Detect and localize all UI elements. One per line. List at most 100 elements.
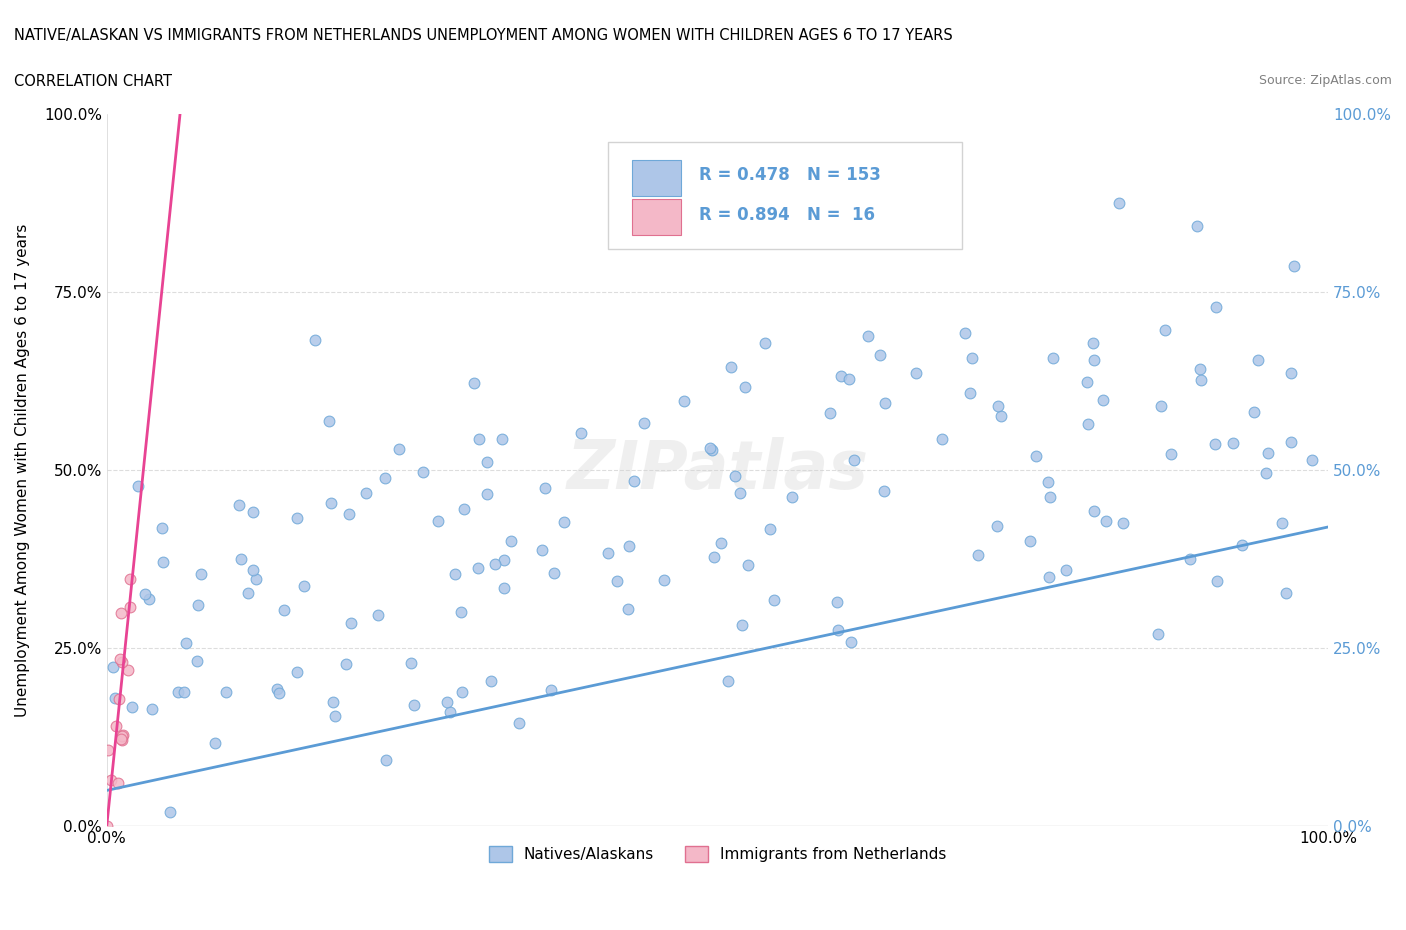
Point: [266, 682, 288, 697]
Point: [724, 468, 747, 483]
Point: [468, 432, 491, 446]
Point: [617, 538, 640, 553]
Point: [118, 600, 141, 615]
Point: [1077, 417, 1099, 432]
Point: [703, 550, 725, 565]
Point: [127, 479, 149, 494]
Point: [1254, 466, 1277, 481]
Point: [138, 592, 160, 607]
Point: [1279, 365, 1302, 380]
Point: [1257, 445, 1279, 460]
Point: [159, 804, 181, 819]
FancyBboxPatch shape: [631, 160, 681, 196]
Point: [399, 656, 422, 671]
Point: [838, 371, 860, 386]
Text: CORRELATION CHART: CORRELATION CHART: [14, 74, 172, 89]
Legend: Natives/Alaskans, Immigrants from Netherlands: Natives/Alaskans, Immigrants from Nether…: [482, 840, 952, 869]
Point: [1247, 352, 1270, 367]
Point: [388, 441, 411, 456]
Point: [825, 594, 848, 609]
Point: [730, 485, 752, 500]
Point: [339, 507, 361, 522]
Text: Source: ZipAtlas.com: Source: ZipAtlas.com: [1258, 74, 1392, 87]
Point: [1222, 436, 1244, 451]
Point: [1038, 569, 1060, 584]
Point: [1279, 434, 1302, 449]
Point: [412, 465, 434, 480]
Point: [118, 571, 141, 586]
Point: [463, 376, 485, 391]
Point: [323, 709, 346, 724]
Point: [436, 695, 458, 710]
Point: [103, 659, 125, 674]
Point: [737, 558, 759, 573]
Point: [1054, 563, 1077, 578]
Point: [439, 705, 461, 720]
Point: [1095, 513, 1118, 528]
Point: [107, 776, 129, 790]
Point: [955, 326, 977, 340]
Point: [491, 432, 513, 446]
Point: [117, 663, 139, 678]
Point: [553, 514, 575, 529]
Point: [967, 548, 990, 563]
Point: [1042, 351, 1064, 365]
Point: [494, 581, 516, 596]
Point: [453, 501, 475, 516]
Point: [374, 471, 396, 485]
Point: [484, 557, 506, 572]
Point: [285, 665, 308, 680]
Point: [475, 455, 498, 470]
Point: [97, 742, 120, 757]
Point: [450, 604, 472, 619]
Point: [187, 598, 209, 613]
Point: [754, 336, 776, 351]
Point: [699, 441, 721, 456]
Point: [100, 773, 122, 788]
Point: [606, 574, 628, 589]
Point: [717, 673, 740, 688]
Point: [1147, 627, 1170, 642]
Point: [758, 522, 780, 537]
FancyBboxPatch shape: [607, 142, 962, 249]
Point: [479, 673, 502, 688]
Point: [1185, 219, 1208, 233]
Point: [1112, 515, 1135, 530]
Point: [238, 586, 260, 601]
Point: [1205, 299, 1227, 314]
Point: [215, 684, 238, 699]
Point: [1160, 446, 1182, 461]
Point: [1025, 449, 1047, 464]
Point: [111, 727, 134, 742]
Point: [633, 416, 655, 431]
Point: [1180, 551, 1202, 566]
Point: [531, 542, 554, 557]
Point: [1039, 489, 1062, 504]
Point: [1153, 323, 1175, 338]
Point: [231, 551, 253, 566]
Text: ZIPatlas: ZIPatlas: [567, 437, 869, 503]
Point: [110, 605, 132, 620]
Point: [335, 657, 357, 671]
Point: [820, 405, 842, 420]
Point: [782, 489, 804, 504]
Point: [1038, 475, 1060, 490]
Point: [720, 359, 742, 374]
Point: [273, 603, 295, 618]
Point: [987, 398, 1010, 413]
Point: [830, 368, 852, 383]
Point: [959, 385, 981, 400]
Point: [134, 587, 156, 602]
Point: [285, 511, 308, 525]
Point: [986, 519, 1008, 534]
Point: [104, 691, 127, 706]
Point: [1243, 405, 1265, 420]
Point: [1188, 362, 1211, 377]
Point: [672, 393, 695, 408]
Y-axis label: Unemployment Among Women with Children Ages 6 to 17 years: Unemployment Among Women with Children A…: [15, 223, 30, 717]
Point: [174, 636, 197, 651]
Point: [734, 379, 756, 394]
Point: [1301, 452, 1323, 467]
Text: R = 0.478   N = 153: R = 0.478 N = 153: [699, 166, 882, 183]
Point: [477, 486, 499, 501]
